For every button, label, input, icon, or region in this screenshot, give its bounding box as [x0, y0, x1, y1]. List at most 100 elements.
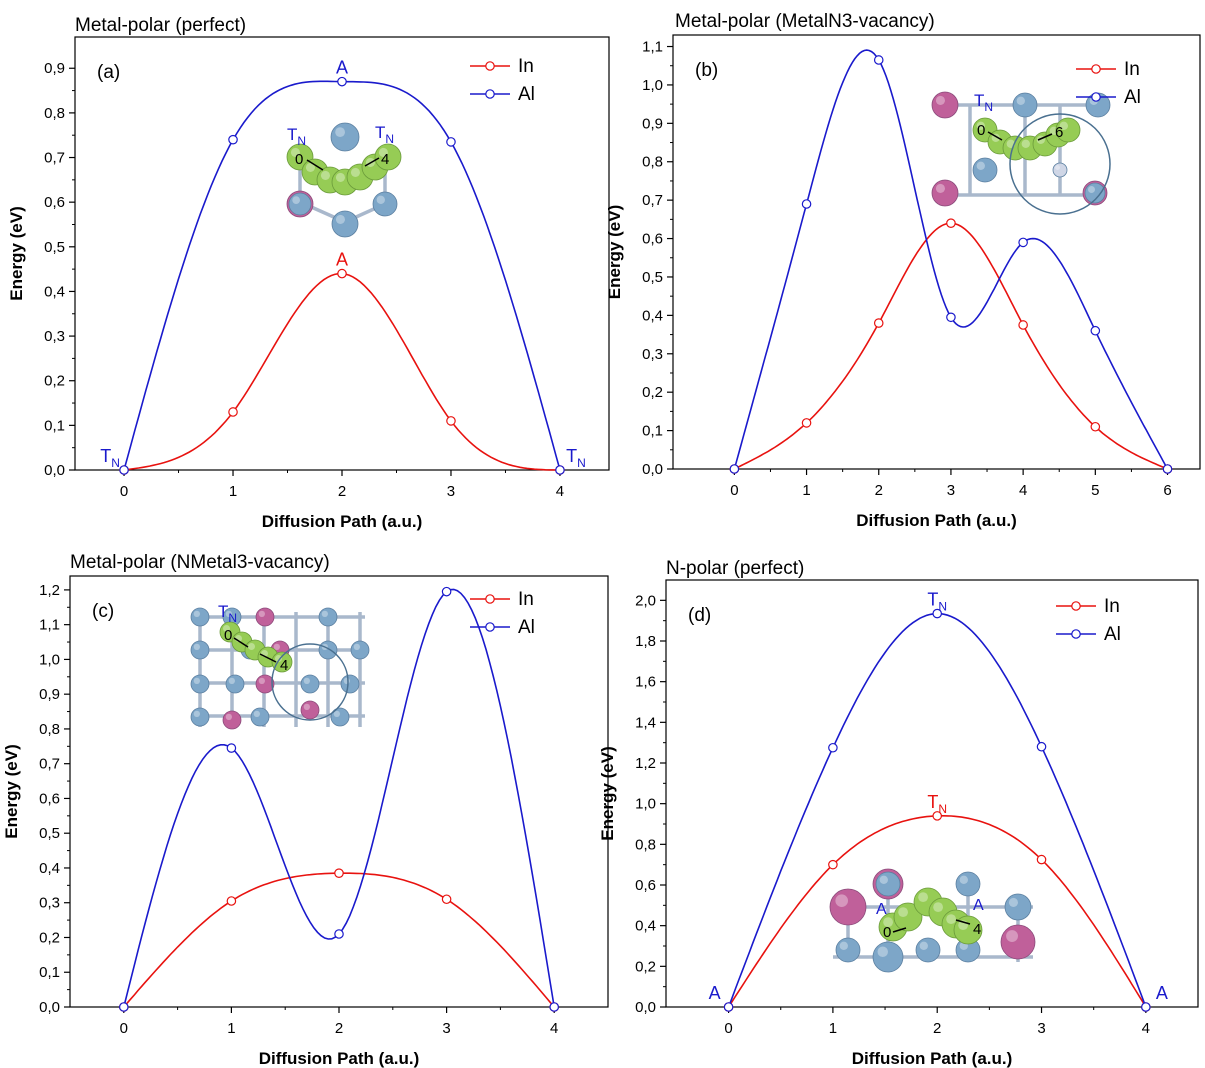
data-point-In [1018, 320, 1028, 330]
data-point-Al [1090, 325, 1101, 336]
y-tick-label: 0,4 [635, 918, 656, 935]
atom [255, 607, 275, 627]
inset-label: TN [218, 602, 237, 625]
atom-highlight [1055, 165, 1061, 170]
plot-frame [665, 579, 1199, 1008]
y-axis-label: Energy (eV) [605, 205, 624, 299]
plot-frame [672, 34, 1201, 470]
data-point-Al [549, 1002, 559, 1012]
y-tick-label: 1,2 [635, 755, 656, 772]
legend-label: In [518, 589, 534, 610]
chart-title: Metal-polar (NMetal3-vacancy) [70, 552, 330, 573]
data-point-Al [119, 465, 129, 475]
data-point-Al [337, 76, 347, 87]
legend-marker [1071, 629, 1081, 639]
series-line-Al [123, 588, 555, 1008]
x-tick-label: 1 [229, 483, 237, 500]
y-tick-label: 0,2 [642, 384, 663, 401]
atom-highlight [343, 677, 350, 684]
atom-highlight [353, 643, 360, 650]
y-tick-label: 1,0 [39, 651, 60, 668]
atom [350, 640, 370, 660]
data-point-In [441, 894, 452, 905]
atom [330, 707, 350, 727]
atom [953, 915, 983, 945]
y-tick-label: 0,1 [39, 964, 60, 981]
atom-highlight [1008, 897, 1018, 907]
legend-label: Al [518, 617, 535, 638]
atom [288, 192, 312, 216]
point-annotation-sub: N [577, 456, 586, 470]
atom [835, 937, 861, 963]
atom-highlight [935, 95, 945, 105]
y-tick-label: 0,3 [642, 346, 663, 363]
data-point-Al [828, 742, 838, 753]
x-tick-label: 4 [1142, 1020, 1150, 1037]
x-axis-label: Diffusion Path (a.u.) [852, 1049, 1013, 1068]
atom-highlight [193, 677, 201, 684]
atom-highlight [273, 643, 280, 650]
y-tick-label: 0,7 [642, 192, 663, 209]
y-tick-label: 0,9 [642, 115, 663, 132]
y-tick-label: 1,1 [39, 617, 60, 634]
atom-highlight [275, 655, 282, 662]
chart-title: Metal-polar (MetalN3-vacancy) [675, 11, 935, 32]
legend-marker [485, 61, 495, 71]
data-point-Al [946, 312, 956, 323]
data-point-Al [729, 464, 740, 474]
y-tick-label: 0,6 [642, 231, 663, 248]
atom [300, 674, 320, 694]
atom-highlight [883, 917, 893, 927]
x-tick-label: 2 [933, 1020, 941, 1037]
panel-label: (d) [688, 605, 711, 626]
data-point-In [1090, 421, 1101, 432]
atom [931, 91, 959, 119]
y-tick-label: 0,4 [642, 307, 663, 324]
atom [1055, 117, 1081, 143]
x-tick-label: 4 [550, 1020, 558, 1037]
point-annotation: A [336, 250, 348, 270]
atom [931, 179, 959, 207]
arrow [233, 637, 249, 648]
x-tick-label: 0 [730, 482, 738, 499]
inset-number: 0 [295, 151, 303, 168]
vacancy-circle [271, 643, 349, 721]
legend-label: Al [1104, 624, 1121, 645]
legend-marker [1091, 92, 1101, 102]
atom-highlight [839, 941, 848, 950]
atom-highlight [303, 677, 310, 684]
y-tick-label: 0,5 [39, 825, 60, 842]
atom-highlight [877, 946, 888, 957]
x-tick-label: 4 [556, 483, 564, 500]
data-point-In [873, 318, 884, 328]
y-tick-label: 1,2 [39, 582, 60, 599]
vacancy-circle [1009, 113, 1111, 215]
x-tick-label: 6 [1163, 482, 1171, 499]
inset-label: TN [287, 125, 306, 148]
data-point-Al [873, 55, 884, 65]
atom-highlight [1088, 186, 1095, 193]
data-point-Al [1018, 237, 1028, 248]
atom [1084, 182, 1106, 204]
data-point-Al [555, 465, 565, 475]
point-annotation: A [1156, 983, 1168, 1003]
data-point-In [337, 268, 347, 279]
x-tick-label: 1 [227, 1020, 235, 1037]
data-point-In [1036, 854, 1047, 865]
atom [331, 210, 359, 238]
inset-label-sub: N [385, 132, 394, 146]
data-point-Al [801, 199, 812, 209]
point-annotation-sub: N [938, 802, 947, 816]
panel-label: (a) [97, 62, 120, 83]
chart-panel-4: N-polar (perfect)0 4A A0 1 2 3 40,00,20,40,60,… [598, 558, 1199, 1068]
y-tick-label: 1,6 [635, 674, 656, 691]
y-tick-label: 0,3 [39, 895, 60, 912]
atom-highlight [350, 167, 361, 177]
data-point-In [334, 868, 344, 878]
atom-highlight [918, 892, 928, 902]
data-point-Al [441, 586, 452, 597]
data-point-In [226, 896, 237, 906]
atom [318, 607, 338, 627]
atom [915, 937, 941, 963]
arrow [955, 919, 971, 925]
